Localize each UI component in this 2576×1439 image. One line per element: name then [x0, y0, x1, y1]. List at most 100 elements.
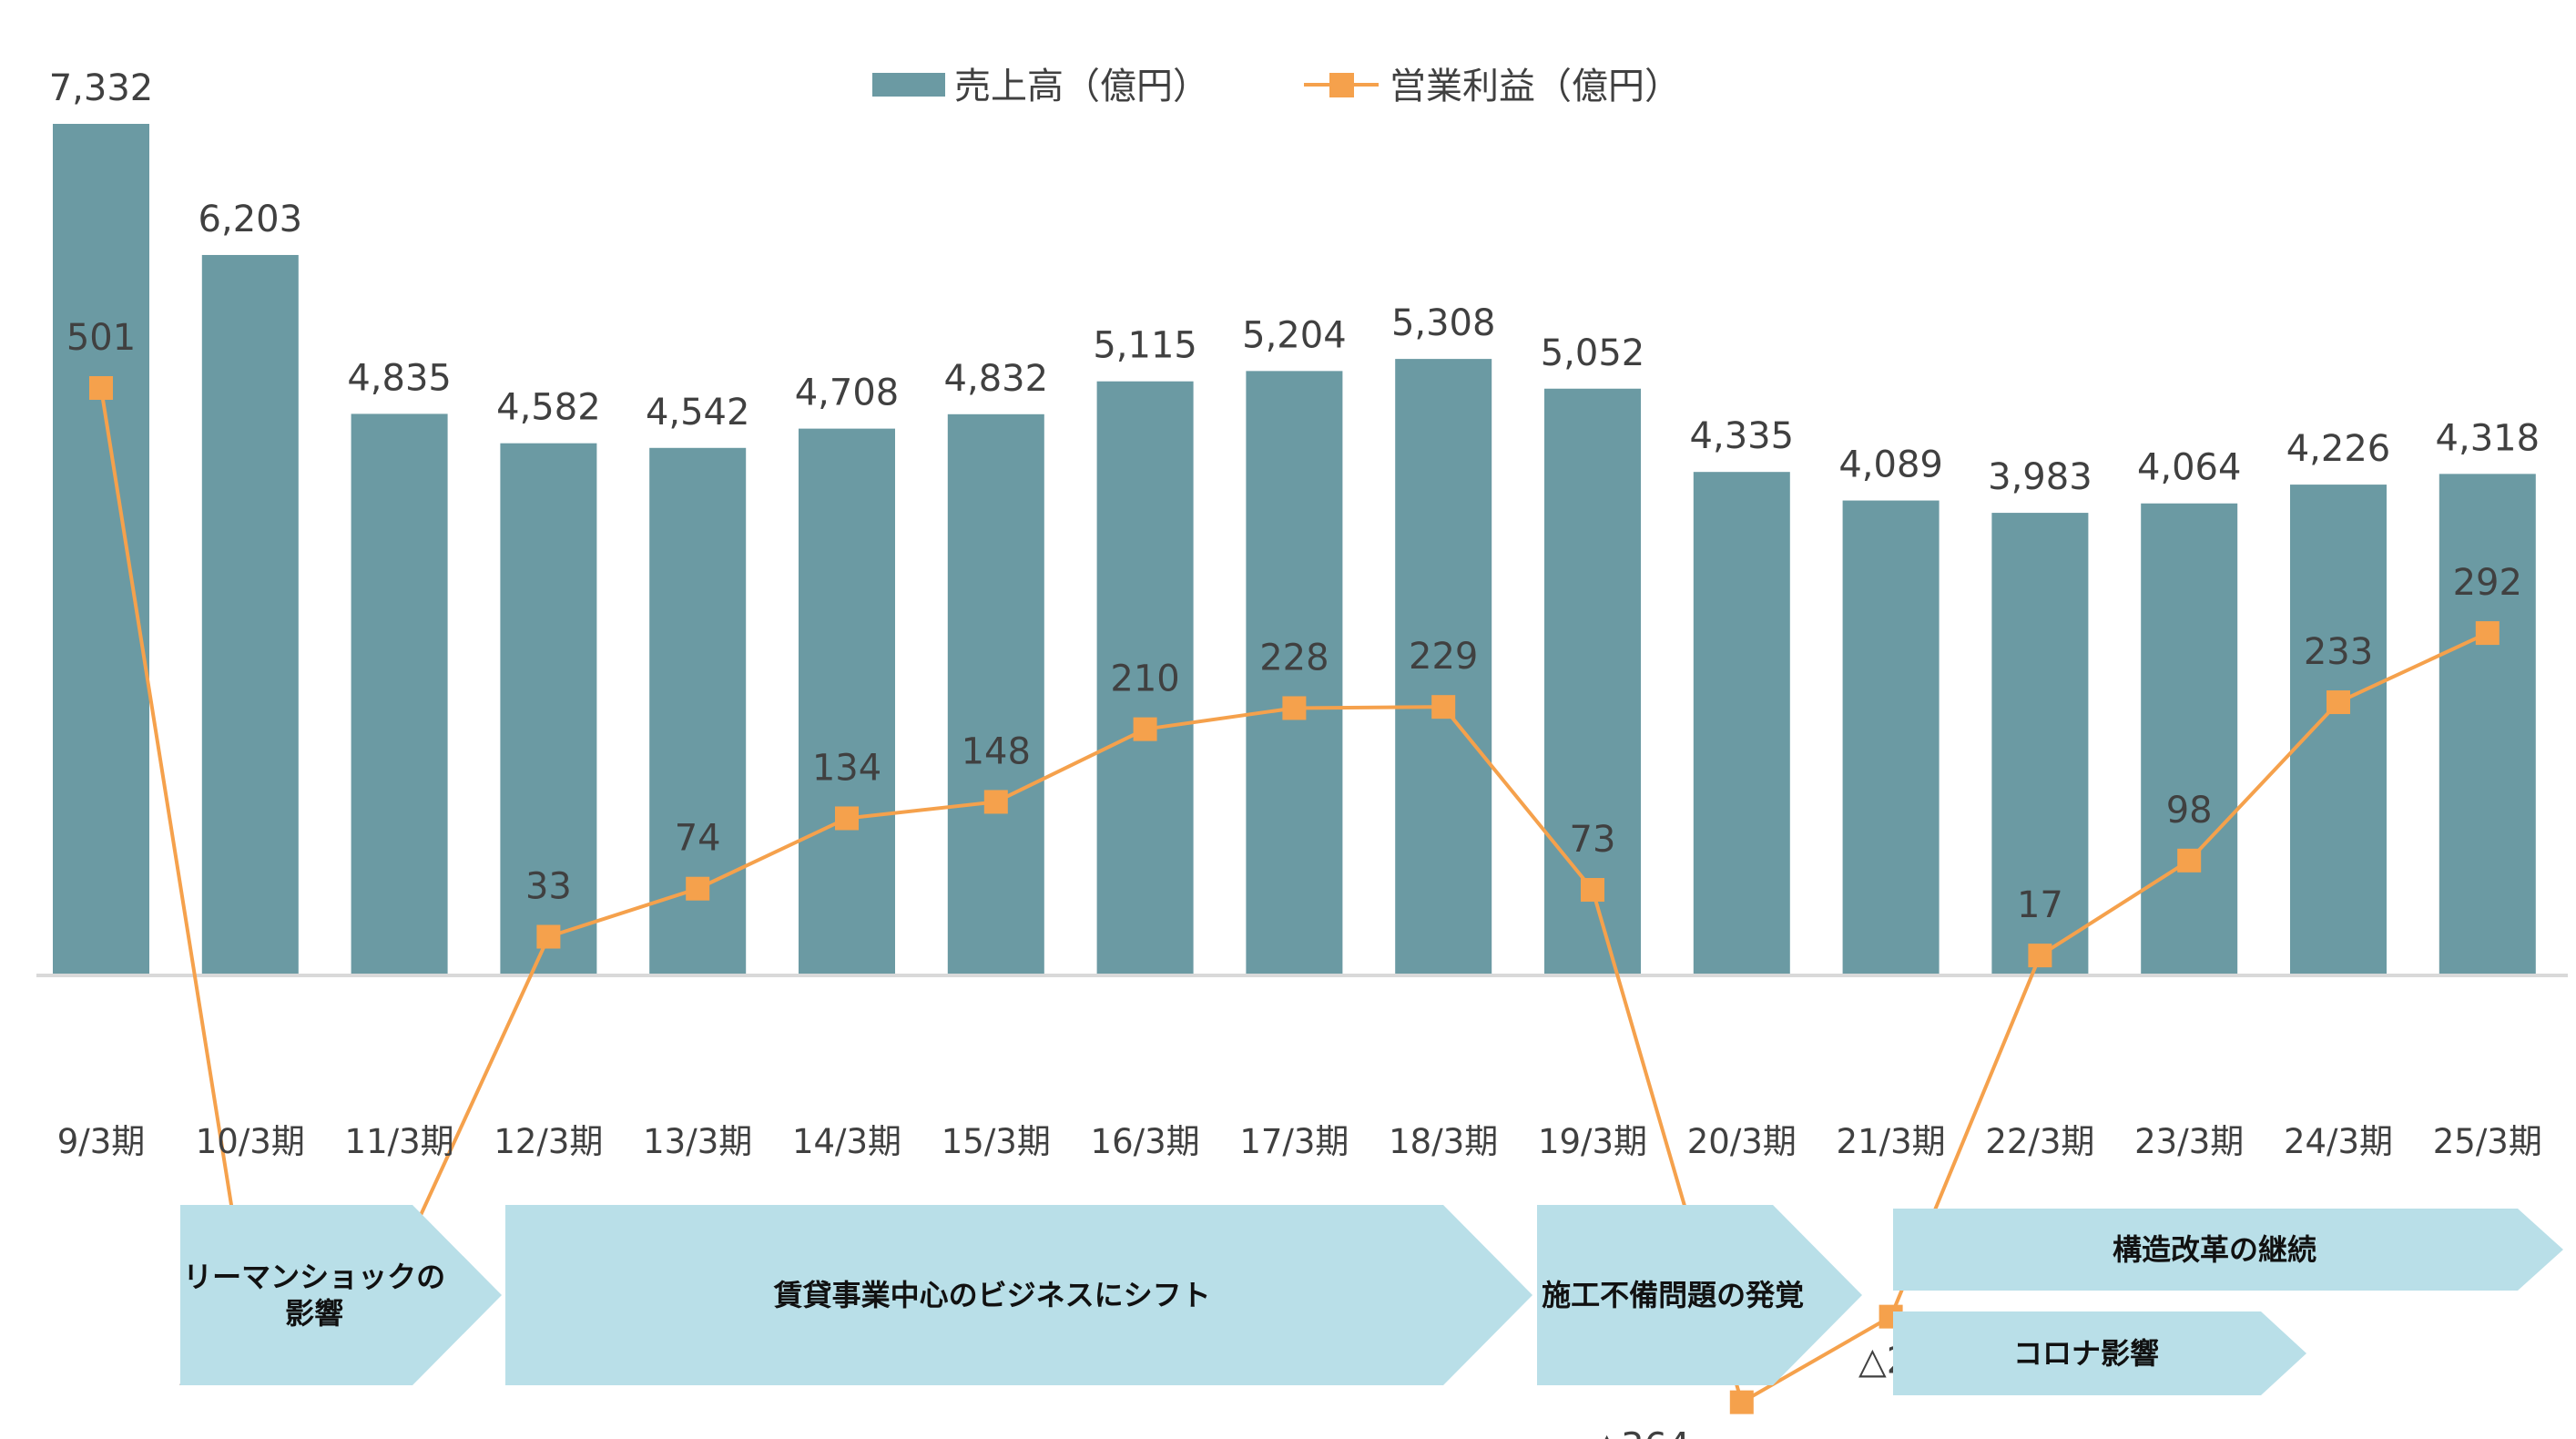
- profit-marker: [1282, 696, 1307, 720]
- revenue-bar-label: 4,832: [944, 358, 1049, 400]
- profit-data-label: 73: [1570, 819, 1616, 861]
- phase-arrow: [1537, 1205, 1862, 1385]
- profit-marker: [89, 376, 113, 400]
- phase-label: 構造改革の継続: [2113, 1232, 2316, 1267]
- x-tick-label: 10/3期: [196, 1122, 305, 1161]
- profit-data-label: 134: [812, 747, 881, 789]
- data-labels-layer: 7,332 6,203 4,835 4,582 4,542 4,708 4,832 5,115…: [49, 67, 2540, 1439]
- profit-data-label: 229: [1409, 636, 1478, 678]
- profit-marker: [2177, 848, 2202, 873]
- x-tick-label: 14/3期: [792, 1122, 901, 1161]
- revenue-bar-label: 7,332: [49, 67, 154, 109]
- profit-marker: [1431, 695, 1456, 720]
- phase-label: リーマンショックの: [183, 1260, 445, 1294]
- revenue-bar: [1246, 371, 1343, 975]
- profit-data-label: 233: [2304, 631, 2373, 673]
- profit-marker: [1581, 878, 1604, 903]
- x-tick-label: 12/3期: [494, 1122, 603, 1161]
- revenue-bar-label: 5,308: [1391, 302, 1496, 344]
- phase-label: 施工不備問題の発覚: [1542, 1278, 1804, 1312]
- profit-marker: [2028, 944, 2052, 968]
- x-tick-label: 20/3期: [1687, 1122, 1797, 1161]
- profit-data-label: 33: [525, 866, 572, 908]
- revenue-bar-label: 4,542: [646, 392, 750, 434]
- revenue-bar: [799, 428, 895, 975]
- bars-layer: [53, 124, 2536, 976]
- profit-data-label: 148: [962, 730, 1031, 772]
- x-tick-label: 9/3期: [57, 1122, 146, 1161]
- revenue-bar: [2290, 485, 2387, 975]
- revenue-bar: [1693, 472, 1790, 975]
- revenue-bar-label: 4,089: [1838, 444, 1943, 486]
- x-axis-ticks: 9/3期 10/3期 11/3期 12/3期 13/3期 14/3期 15/3期 16/3期 1…: [57, 1122, 2542, 1161]
- profit-data-label: 501: [66, 317, 136, 359]
- revenue-bar-label: 4,708: [795, 373, 900, 414]
- x-tick-label: 16/3期: [1091, 1122, 1200, 1161]
- revenue-bar: [2439, 474, 2536, 975]
- profit-data-label: 210: [1110, 658, 1179, 700]
- revenue-bar: [947, 413, 1044, 975]
- revenue-bar-label: 5,204: [1242, 314, 1347, 356]
- revenue-bar: [1991, 513, 2089, 975]
- profit-data-label: 98: [2166, 790, 2213, 832]
- revenue-bar-label: 5,052: [1541, 332, 1645, 374]
- profit-marker: [536, 924, 561, 949]
- profit-marker: [835, 806, 859, 831]
- x-tick-label: 18/3期: [1389, 1122, 1498, 1161]
- phase-arrow: [1893, 1311, 2306, 1395]
- revenue-bar: [351, 413, 448, 975]
- profit-data-label: 292: [2453, 562, 2522, 604]
- profit-data-label: 228: [1259, 637, 1329, 679]
- x-tick-label: 17/3期: [1239, 1122, 1349, 1161]
- phase-arrow: [505, 1205, 1532, 1385]
- legend: 売上高（億円） 営業利益（億円）: [872, 66, 1681, 107]
- profit-data-label: △364: [1593, 1426, 1690, 1439]
- legend-label-revenue: 売上高（億円）: [954, 66, 1209, 107]
- profit-marker: [686, 876, 710, 901]
- x-tick-label: 24/3期: [2284, 1122, 2393, 1161]
- phase-label: 賃貸事業中心のビジネスにシフト: [773, 1278, 1211, 1312]
- profit-marker: [1133, 717, 1157, 741]
- revenue-bar: [2141, 503, 2238, 975]
- x-tick-label: 13/3期: [643, 1122, 752, 1161]
- x-tick-label: 22/3期: [1985, 1122, 2094, 1161]
- phase-arrow: [1893, 1209, 2563, 1291]
- x-tick-label: 21/3期: [1837, 1122, 1946, 1161]
- x-tick-label: 19/3期: [1538, 1122, 1647, 1161]
- x-tick-label: 11/3期: [345, 1122, 454, 1161]
- revenue-bar-label: 3,983: [1988, 456, 2092, 498]
- revenue-bar-label: 5,115: [1093, 325, 1197, 367]
- revenue-bar: [1842, 500, 1940, 975]
- legend-label-profit: 営業利益（億円）: [1390, 66, 1681, 107]
- profit-marker: [2475, 621, 2500, 646]
- revenue-bar: [201, 254, 299, 976]
- legend-swatch-revenue: [872, 73, 945, 97]
- profit-line-layer: [89, 376, 2500, 1414]
- x-tick-label: 23/3期: [2134, 1122, 2244, 1161]
- phase-label: 影響: [285, 1296, 343, 1331]
- phase-arrow: [180, 1205, 502, 1385]
- revenue-bar: [1544, 388, 1641, 975]
- revenue-bar-label: 6,203: [199, 199, 303, 240]
- profit-data-label: 74: [675, 818, 721, 860]
- x-tick-label: 15/3期: [942, 1122, 1051, 1161]
- revenue-bar-label: 4,835: [347, 357, 452, 399]
- profit-marker: [2327, 690, 2350, 715]
- x-tick-label: 25/3期: [2433, 1122, 2542, 1161]
- revenue-bar-label: 4,318: [2436, 417, 2540, 459]
- revenue-bar: [500, 443, 597, 976]
- revenue-bar: [53, 124, 149, 975]
- phase-label: コロナ影響: [2013, 1336, 2159, 1371]
- revenue-bar-label: 4,335: [1690, 415, 1795, 457]
- revenue-bar: [1395, 359, 1492, 975]
- profit-data-label: 17: [2017, 884, 2063, 926]
- revenue-bar-label: 4,064: [2137, 447, 2242, 489]
- revenue-bar-label: 4,582: [496, 387, 601, 429]
- legend-marker-profit: [1329, 73, 1354, 97]
- revenue-bar: [1096, 381, 1194, 976]
- profit-marker: [983, 790, 1008, 814]
- profit-marker: [1729, 1390, 1754, 1414]
- revenue-bar-label: 4,226: [2286, 428, 2391, 470]
